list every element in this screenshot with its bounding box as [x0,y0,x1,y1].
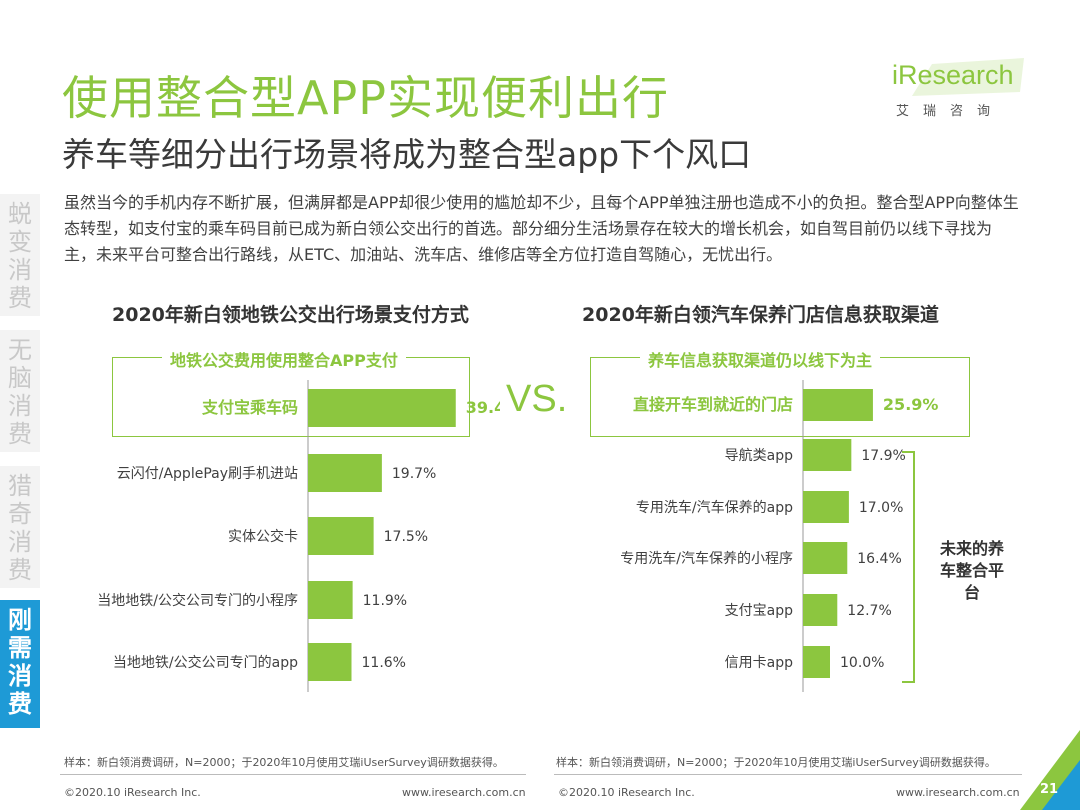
page-subtitle: 养车等细分出行场景将成为整合型app下个风口 [62,135,752,174]
bar [803,542,848,574]
bar [308,454,382,492]
value-label: 25.9% [883,395,939,414]
value-label: 17.5% [384,529,428,545]
value-label: 16.4% [857,551,901,567]
category-label: 支付宝app [725,603,793,619]
left-highlight-label: 地铁公交费用使用整合APP支付 [162,347,406,371]
category-label: 直接开车到就近的门店 [633,395,793,414]
iresearch-logo: iResearch 艾瑞咨询 [892,58,1028,122]
category-label: 导航类app [725,448,793,464]
corner-decoration-icon [1020,730,1080,810]
intro-paragraph: 虽然当今的手机内存不断扩展，但满屏都是APP却很少使用的尴尬却不少，且每个APP… [64,193,1019,264]
bar [308,643,352,681]
value-label: 17.0% [859,500,903,516]
category-label: 当地地铁/公交公司专门的小程序 [97,592,298,609]
left-bar-chart: 支付宝乘车码 39.4% 云闪付/ApplePay刷手机进站 19.7% 实体公交卡 17… [97,380,500,692]
category-label: 信用卡app [725,655,793,671]
bar [803,646,830,678]
bar [803,594,838,626]
bar [803,491,849,523]
page-number: 21 [1040,782,1059,797]
value-label: 10.0% [840,655,884,671]
bar [308,389,456,427]
right-bar-chart: 直接开车到就近的门店 25.9% 导航类app 17.9% 专用洗车/汽车保养的app 1… [620,380,939,692]
page-title: 使用整合型APP实现便利出行 [62,71,669,125]
bar [308,581,353,619]
sidebar-item-4[interactable]: 刚需消费 [0,600,40,728]
right-highlight-label: 养车信息获取渠道仍以线下为主 [640,347,881,371]
left-footer-url: www.iresearch.com.cn [402,786,526,799]
left-footer-copyright: ©2020.10 iResearch Inc. [64,786,201,799]
left-footer-divider [60,774,526,775]
right-footer-divider [554,774,1022,775]
category-label: 专用洗车/汽车保养的app [636,499,793,516]
value-label: 39.4% [466,398,500,417]
sidebar-item-2[interactable]: 无脑消费 [0,330,40,452]
category-label: 支付宝乘车码 [201,398,298,417]
value-label: 19.7% [392,466,436,482]
value-label: 17.9% [861,448,905,464]
bracket-icon [902,451,915,683]
vs-label: VS. [506,378,568,420]
bar [803,439,852,471]
value-label: 11.9% [363,593,407,609]
logo-wordmark: iResearch [892,60,1014,90]
right-footer-url: www.iresearch.com.cn [896,786,1020,799]
left-sample-note: 样本：新白领消费调研，N=2000；于2020年10月使用艾瑞iUserSurv… [64,756,504,769]
value-label: 12.7% [847,603,891,619]
right-sample-note: 样本：新白领消费调研，N=2000；于2020年10月使用艾瑞iUserSurv… [556,756,996,769]
sidebar-item-3[interactable]: 猎奇消费 [0,466,40,588]
category-label: 实体公交卡 [228,528,298,545]
value-label: 11.6% [362,655,406,671]
sidebar-item-1[interactable]: 蜕变消费 [0,194,40,316]
category-label: 专用洗车/汽车保养的小程序 [620,550,793,567]
logo-subtitle: 艾瑞咨询 [896,104,1005,119]
right-footer-copyright: ©2020.10 iResearch Inc. [558,786,695,799]
right-chart-title: 2020年新白领汽车保养门店信息获取渠道 [582,304,939,326]
left-chart-title: 2020年新白领地铁公交出行场景支付方式 [112,304,469,326]
bracket-label: 未来的养车整合平台 [939,539,1004,602]
category-label: 云闪付/ApplePay刷手机进站 [117,466,298,482]
bar [308,517,374,555]
logo-swoosh-icon [912,58,1024,96]
bar [803,389,873,421]
category-label: 当地地铁/公交公司专门的app [113,654,298,671]
